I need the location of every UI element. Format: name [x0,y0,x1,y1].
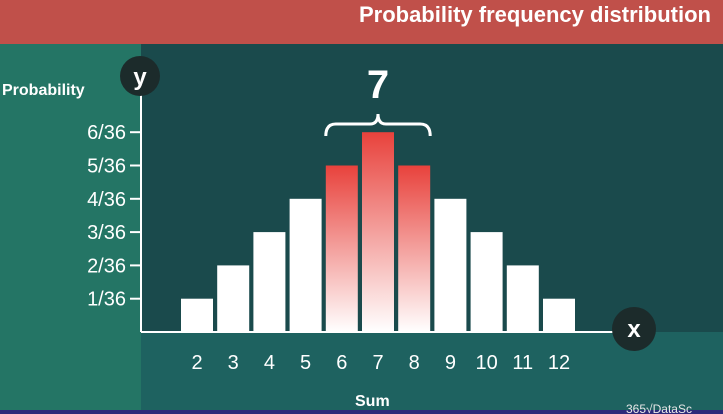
bar [217,265,250,332]
bar [362,132,394,332]
y-tick-label: 1/36 [87,289,126,311]
y-axis-title: Probability [2,82,85,99]
y-tick-label: 5/36 [87,156,126,178]
y-axis-panel [0,44,141,414]
bar [434,198,467,332]
y-tick-label: 3/36 [87,222,126,244]
y-tick-label: 2/36 [87,255,126,277]
x-tick-label: 2 [191,352,202,374]
x-tick-label: 12 [548,352,570,374]
x-tick-label: 10 [475,352,497,374]
x-tick-label: 9 [445,352,456,374]
y-tick-label: 6/36 [87,122,126,144]
y-axis-symbol: y [133,64,147,91]
y-axis-badge [120,56,160,96]
bar [398,165,431,332]
bottom-strip [0,410,723,414]
x-tick-label: 4 [264,352,275,374]
y-tick-label: 4/36 [87,189,126,211]
x-tick-label: 3 [228,352,239,374]
x-tick-label: 6 [336,352,347,374]
bar [325,165,358,332]
x-tick-label: 11 [512,352,533,374]
bar [253,232,286,332]
x-axis-badge [612,307,656,351]
watermark: 365√DataSc [626,402,692,414]
bar [289,198,322,332]
x-axis-title: Sum [355,393,390,410]
annotation-label: 7 [367,63,389,107]
bar [506,265,539,332]
x-tick-label: 8 [409,352,420,374]
x-axis-symbol: x [627,316,641,343]
title-bar: Probability frequency distribution [0,0,723,44]
x-tick-label: 7 [372,352,383,374]
bar [543,298,575,332]
bar [181,298,213,332]
x-tick-label: 5 [300,352,311,374]
bar [470,232,503,332]
chart-title: Probability frequency distribution [358,2,711,27]
annotation-brace [324,113,432,137]
